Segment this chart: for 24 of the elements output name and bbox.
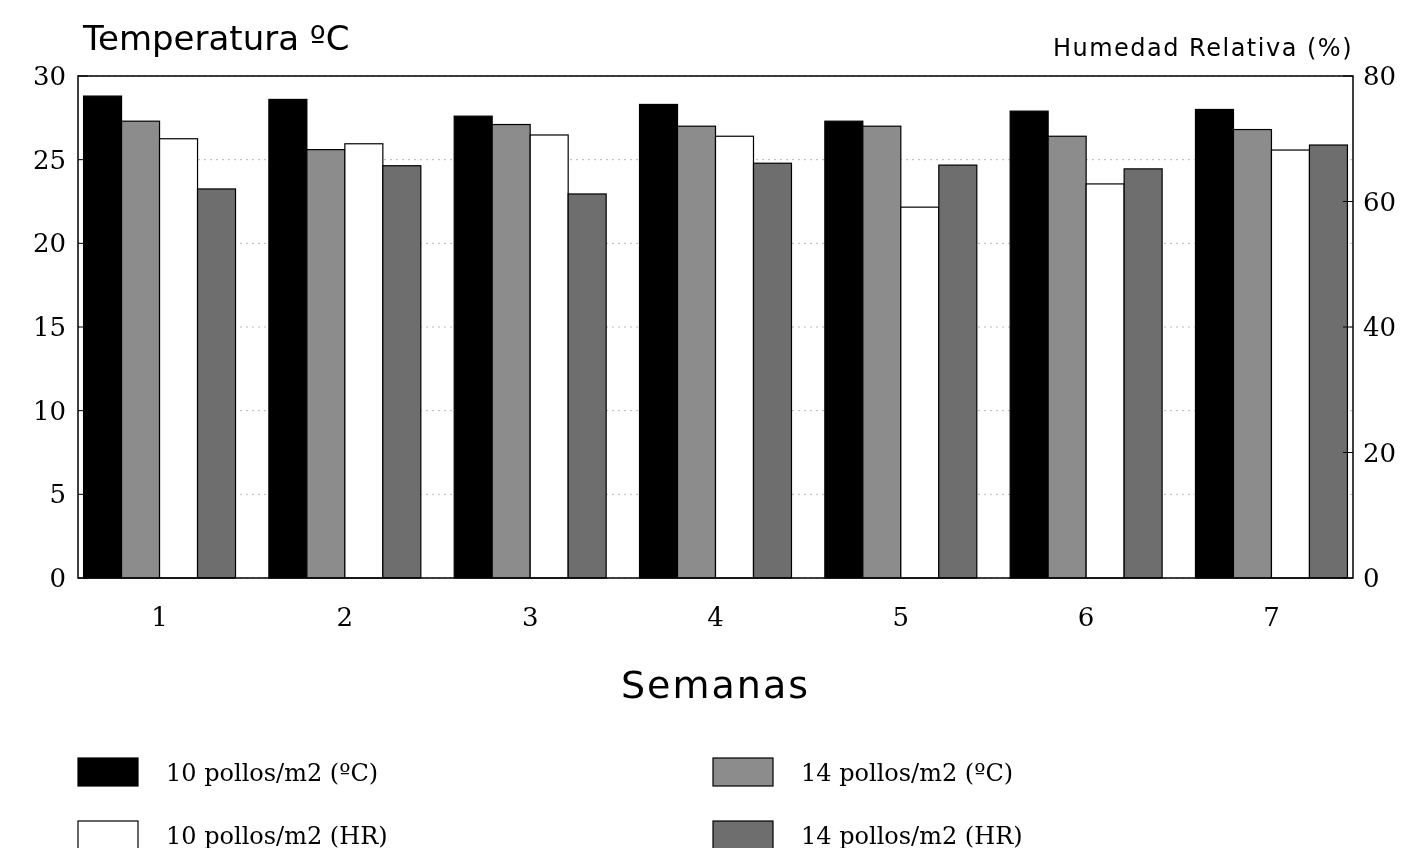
- x-tick-label: 7: [1263, 602, 1280, 632]
- x-tick-label: 1: [151, 602, 168, 632]
- legend-label: 10 pollos/m2 (ºC): [166, 759, 379, 787]
- y2-tick-label: 20: [1363, 437, 1397, 468]
- y2-tick-label: 40: [1363, 312, 1397, 342]
- y-tick-label: 15: [32, 312, 66, 342]
- y-tick-label: 30: [32, 61, 66, 91]
- x-tick-label: 2: [336, 602, 354, 632]
- y-tick-label: 5: [49, 479, 66, 510]
- y-tick-label: 25: [32, 144, 66, 175]
- y-tick-label: 0: [49, 563, 66, 593]
- y2-tick-label: 80: [1363, 61, 1397, 91]
- x-tick-label: 3: [521, 602, 539, 632]
- y2-tick-label: 60: [1363, 186, 1397, 217]
- y-tick-label: 10: [32, 395, 66, 426]
- chart-title: Temperatura ºC: [82, 18, 350, 58]
- y2-axis-title: Humedad Relativa (%): [1052, 34, 1353, 62]
- x-tick-label: 4: [707, 602, 724, 632]
- y2-tick-label: 0: [1363, 563, 1380, 593]
- x-tick-label: 6: [1077, 602, 1095, 632]
- y-tick-label: 20: [32, 228, 66, 259]
- x-tick-label: 5: [892, 602, 910, 632]
- legend-label: 14 pollos/m2 (ºC): [801, 759, 1014, 787]
- x-axis-title: Semanas: [621, 663, 810, 707]
